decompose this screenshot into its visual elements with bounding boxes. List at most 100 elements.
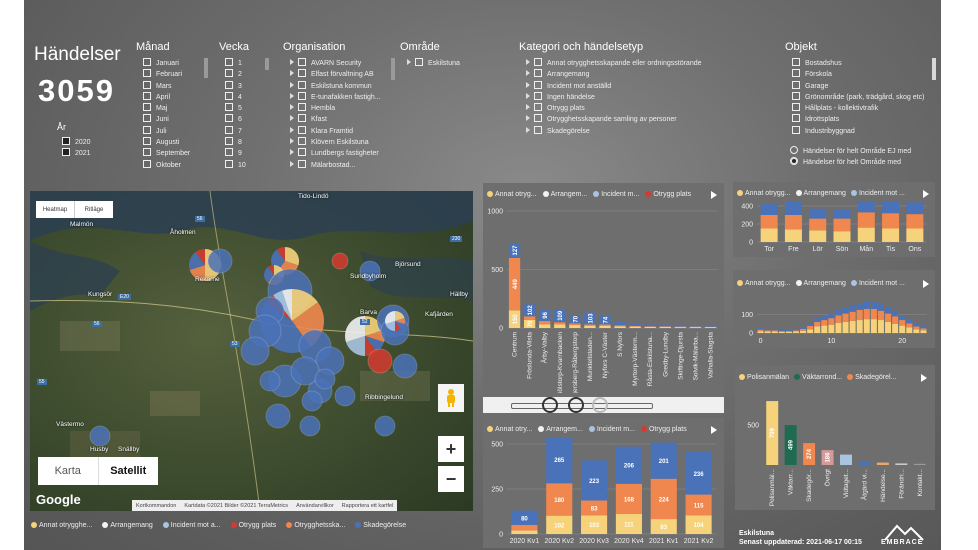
bar-segment[interactable] bbox=[581, 515, 608, 534]
legend-item[interactable]: Annat otryg... bbox=[487, 191, 537, 198]
checkbox-icon[interactable] bbox=[792, 58, 800, 66]
bar-segment[interactable] bbox=[784, 215, 802, 230]
bar-segment[interactable] bbox=[674, 327, 686, 328]
bar-segment[interactable] bbox=[644, 326, 656, 327]
chart-by-weekday[interactable]: 0 200 400 Tor Fre Lör Sön Mån Tis Ons bbox=[733, 202, 935, 257]
category-item[interactable]: Skadegörelse bbox=[526, 125, 702, 137]
bar-segment[interactable] bbox=[842, 321, 849, 333]
bar-segment[interactable] bbox=[842, 308, 849, 314]
legend-item[interactable]: Polisanmälan bbox=[739, 374, 789, 381]
checkbox-icon[interactable] bbox=[534, 125, 542, 134]
rittlage-button[interactable]: Ritläge bbox=[74, 201, 113, 218]
bar-segment[interactable] bbox=[849, 311, 856, 321]
bar-segment[interactable] bbox=[882, 213, 900, 229]
category-item[interactable]: Arrangemang bbox=[526, 69, 702, 80]
checkbox-icon[interactable] bbox=[143, 103, 151, 112]
object-item[interactable]: Garage bbox=[792, 80, 924, 92]
checkbox-icon[interactable] bbox=[62, 148, 70, 157]
checkbox-icon[interactable] bbox=[298, 137, 306, 146]
checkbox-icon[interactable] bbox=[225, 69, 233, 78]
week-item[interactable]: 10 bbox=[225, 159, 246, 170]
bar-segment[interactable] bbox=[870, 308, 877, 320]
bar-segment[interactable] bbox=[685, 452, 712, 495]
bar-segment[interactable] bbox=[920, 328, 927, 331]
bar-segment[interactable] bbox=[584, 325, 596, 328]
bar-segment[interactable] bbox=[785, 330, 792, 332]
checkbox-icon[interactable] bbox=[534, 58, 542, 66]
bar-segment[interactable] bbox=[877, 304, 884, 311]
checkbox-icon[interactable] bbox=[792, 114, 800, 123]
map-bubble[interactable] bbox=[331, 252, 349, 270]
bar-segment[interactable] bbox=[546, 438, 573, 484]
bar-segment[interactable] bbox=[508, 310, 521, 328]
organisation-item[interactable]: AVARN Security bbox=[290, 58, 381, 69]
bar-segment[interactable] bbox=[615, 483, 642, 515]
bar[interactable] bbox=[784, 425, 797, 465]
bar-segment[interactable] bbox=[821, 315, 828, 321]
bar-segment[interactable] bbox=[599, 315, 611, 325]
bar-segment[interactable] bbox=[584, 324, 596, 326]
bar-segment[interactable] bbox=[899, 315, 906, 321]
bar-segment[interactable] bbox=[885, 307, 892, 314]
expand-arrow-icon[interactable] bbox=[526, 70, 530, 77]
next-arrow-icon[interactable] bbox=[923, 280, 929, 288]
week-scrollbar[interactable] bbox=[265, 58, 269, 70]
bar-segment[interactable] bbox=[842, 313, 849, 322]
next-arrow-icon[interactable] bbox=[711, 191, 717, 199]
expand-arrow-icon[interactable] bbox=[290, 92, 294, 99]
bar-segment[interactable] bbox=[792, 331, 799, 333]
bar-segment[interactable] bbox=[849, 305, 856, 312]
bar-segment[interactable] bbox=[581, 460, 608, 501]
organisation-scrollbar[interactable] bbox=[391, 58, 395, 80]
bar[interactable] bbox=[803, 443, 816, 465]
bar-segment[interactable] bbox=[809, 208, 827, 219]
bar-segment[interactable] bbox=[800, 327, 807, 329]
expand-arrow-icon[interactable] bbox=[290, 81, 294, 88]
month-item[interactable]: Augusti bbox=[143, 137, 190, 148]
bar-segment[interactable] bbox=[833, 218, 851, 232]
organisation-item[interactable]: Klövern Eskilstuna bbox=[290, 137, 381, 148]
bar-segment[interactable] bbox=[835, 315, 842, 323]
checkbox-icon[interactable] bbox=[792, 125, 800, 134]
legend-item[interactable]: Annat otrygg... bbox=[737, 280, 791, 287]
bar-segment[interactable] bbox=[892, 310, 899, 317]
month-item[interactable]: Oktober bbox=[143, 159, 190, 170]
bar-segment[interactable] bbox=[800, 328, 807, 331]
week-item[interactable]: 5 bbox=[225, 103, 246, 114]
checkbox-icon[interactable] bbox=[225, 114, 233, 123]
bar-segment[interactable] bbox=[760, 228, 778, 243]
checkbox-icon[interactable] bbox=[62, 137, 70, 145]
bar-segment[interactable] bbox=[554, 322, 566, 325]
bar-segment[interactable] bbox=[821, 325, 828, 333]
expand-arrow-icon[interactable] bbox=[290, 149, 294, 156]
bar-segment[interactable] bbox=[599, 325, 611, 328]
bar-segment[interactable] bbox=[650, 478, 677, 520]
bar-segment[interactable] bbox=[906, 323, 913, 328]
bar-segment[interactable] bbox=[659, 326, 671, 327]
legend-item[interactable]: Annat otrygghe... bbox=[31, 522, 92, 529]
checkbox-icon[interactable] bbox=[298, 148, 306, 157]
bar-segment[interactable] bbox=[857, 227, 875, 242]
checkbox-icon[interactable] bbox=[225, 80, 233, 89]
map-bubble[interactable] bbox=[240, 336, 270, 366]
bar-segment[interactable] bbox=[877, 320, 884, 333]
map-bubble[interactable] bbox=[207, 248, 233, 274]
radio-icon[interactable] bbox=[790, 157, 798, 166]
object-item[interactable]: Förskola bbox=[792, 69, 924, 80]
legend-item[interactable]: Arrangem... bbox=[538, 426, 583, 433]
bar-segment[interactable] bbox=[771, 328, 778, 331]
month-item[interactable]: Februari bbox=[143, 69, 190, 80]
bar-segment[interactable] bbox=[539, 309, 551, 321]
checkbox-icon[interactable] bbox=[143, 159, 151, 168]
bar-segment[interactable] bbox=[807, 325, 814, 330]
bar-segment[interactable] bbox=[906, 214, 924, 229]
bar-segment[interactable] bbox=[899, 325, 906, 333]
object-item[interactable]: Idrottsplats bbox=[792, 114, 924, 125]
checkbox-icon[interactable] bbox=[225, 58, 233, 66]
checkbox-icon[interactable] bbox=[792, 69, 800, 78]
map-panel[interactable]: Heatmap Ritläge Tido-Lindö Malmön Åholmen R… bbox=[30, 191, 473, 511]
bar-segment[interactable] bbox=[659, 324, 671, 327]
category-item[interactable]: Annat otrygghetsskapande eller ordningss… bbox=[526, 58, 702, 69]
checkbox-icon[interactable] bbox=[143, 80, 151, 89]
checkbox-icon[interactable] bbox=[225, 91, 233, 100]
